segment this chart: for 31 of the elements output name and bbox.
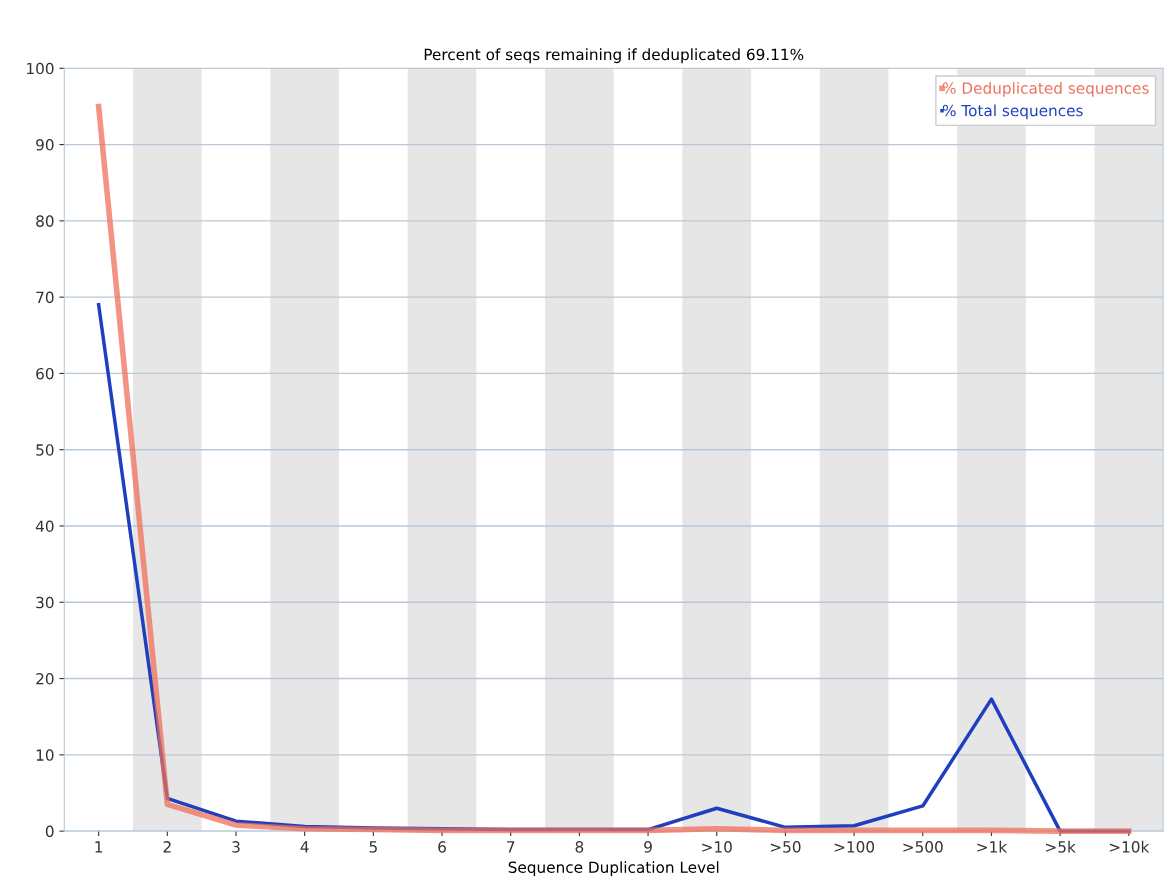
x-tick-label: 2 <box>163 841 171 853</box>
x-tick-label: >50 <box>770 841 801 853</box>
x-tick-label: >500 <box>903 841 943 853</box>
x-tick-label: >10k <box>1109 840 1150 853</box>
x-tick-label: 3 <box>232 841 240 853</box>
y-tick-label: 40 <box>35 520 54 533</box>
x-tick-label: 9 <box>644 841 652 853</box>
x-tick-label: >1k <box>977 840 1008 853</box>
y-tick-label: 60 <box>36 367 54 380</box>
y-tick-label: 50 <box>36 444 54 456</box>
x-tick-label: >10 <box>702 841 732 853</box>
y-tick-label: 90 <box>36 139 54 151</box>
y-tick-label: 10 <box>36 749 54 761</box>
x-tick-label: >5k <box>1046 840 1076 853</box>
y-tick-label: 0 <box>45 825 54 838</box>
y-tick-label: 30 <box>36 596 54 609</box>
y-tick-label: 100 <box>27 62 54 75</box>
legend-label: % Total sequences <box>942 104 1083 120</box>
legend-label: % Deduplicated sequences <box>942 82 1149 97</box>
x-tick-label: 5 <box>369 841 377 853</box>
y-tick-label: 80 <box>36 215 54 227</box>
chart-title: Percent of seqs remaining if deduplicated 69.11% <box>424 48 804 64</box>
x-tick-label: 4 <box>300 841 309 853</box>
y-tick-label: 70 <box>36 291 54 304</box>
x-tick-label: 6 <box>438 841 446 853</box>
x-tick-label: 1 <box>95 841 103 853</box>
x-tick-label: 7 <box>507 841 515 853</box>
x-axis-title: Sequence Duplication Level <box>508 861 719 876</box>
x-tick-label: >100 <box>834 841 875 853</box>
x-tick-label: 8 <box>575 841 584 853</box>
y-tick-label: 20 <box>36 673 54 685</box>
